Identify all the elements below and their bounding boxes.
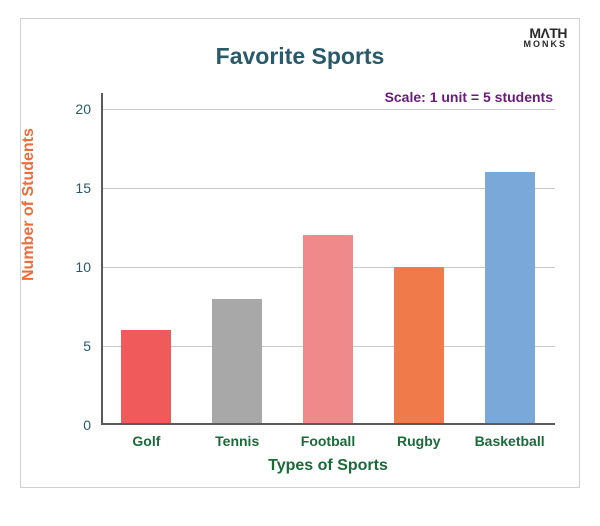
y-tick-label: 10 (75, 259, 91, 275)
y-tick-label: 5 (83, 338, 91, 354)
x-axis-line (101, 423, 555, 425)
x-tick-label: Tennis (215, 433, 259, 449)
bar (394, 267, 444, 425)
y-tick-label: 0 (83, 417, 91, 433)
x-tick-label: Football (301, 433, 355, 449)
logo-line2: MONKS (524, 40, 568, 48)
math-monks-logo: MΛTH MONKS (524, 27, 568, 48)
chart-title: Favorite Sports (21, 43, 579, 70)
bar (303, 235, 353, 425)
y-tick-label: 20 (75, 101, 91, 117)
x-axis-label: Types of Sports (101, 457, 555, 475)
bars-group: GolfTennisFootballRugbyBasketball (101, 93, 555, 425)
plot-area: 05101520 GolfTennisFootballRugbyBasketba… (101, 93, 555, 425)
x-tick-label: Golf (132, 433, 160, 449)
y-tick-label: 15 (75, 180, 91, 196)
bar (212, 299, 262, 425)
y-axis-label: Number of Students (20, 128, 38, 281)
x-tick-label: Basketball (475, 433, 545, 449)
chart-container: MΛTH MONKS Favorite Sports Scale: 1 unit… (20, 18, 580, 488)
bar (121, 330, 171, 425)
bar (485, 172, 535, 425)
x-tick-label: Rugby (397, 433, 441, 449)
